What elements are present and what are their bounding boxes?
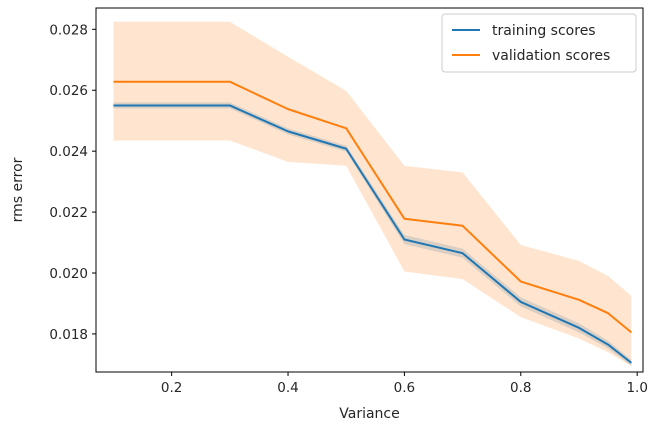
series-lines <box>113 80 632 364</box>
x-axis-label: Variance <box>339 406 399 422</box>
x-tick-label: 0.6 <box>394 380 415 396</box>
y-tick-label: 0.020 <box>49 266 88 282</box>
x-tick-label: 1.0 <box>626 380 647 396</box>
y-tick-label: 0.026 <box>49 83 88 99</box>
y-tick-label: 0.022 <box>49 205 88 221</box>
x-tick-label: 0.2 <box>161 380 182 396</box>
y-tick-label: 0.028 <box>49 22 88 38</box>
y-axis-ticks: 0.018 0.020 0.022 0.024 0.026 0.028 <box>49 22 96 343</box>
x-axis-ticks: 0.2 0.4 0.6 0.8 1.0 <box>161 372 648 396</box>
legend-box <box>441 13 637 73</box>
validation-score-line <box>113 80 632 334</box>
x-tick-label: 0.8 <box>510 380 531 396</box>
y-tick-label: 0.018 <box>49 327 88 343</box>
legend: training scores validation scores <box>441 13 637 73</box>
confidence-bands <box>113 21 632 366</box>
validation-score-band <box>113 21 632 366</box>
plot-frame <box>95 7 644 373</box>
legend-label-validation: validation scores <box>492 48 610 64</box>
training-score-line <box>113 104 632 364</box>
y-axis-label: rms error <box>10 157 26 222</box>
y-tick-label: 0.024 <box>49 144 88 160</box>
x-tick-label: 0.4 <box>277 380 298 396</box>
legend-label-training: training scores <box>492 23 596 39</box>
